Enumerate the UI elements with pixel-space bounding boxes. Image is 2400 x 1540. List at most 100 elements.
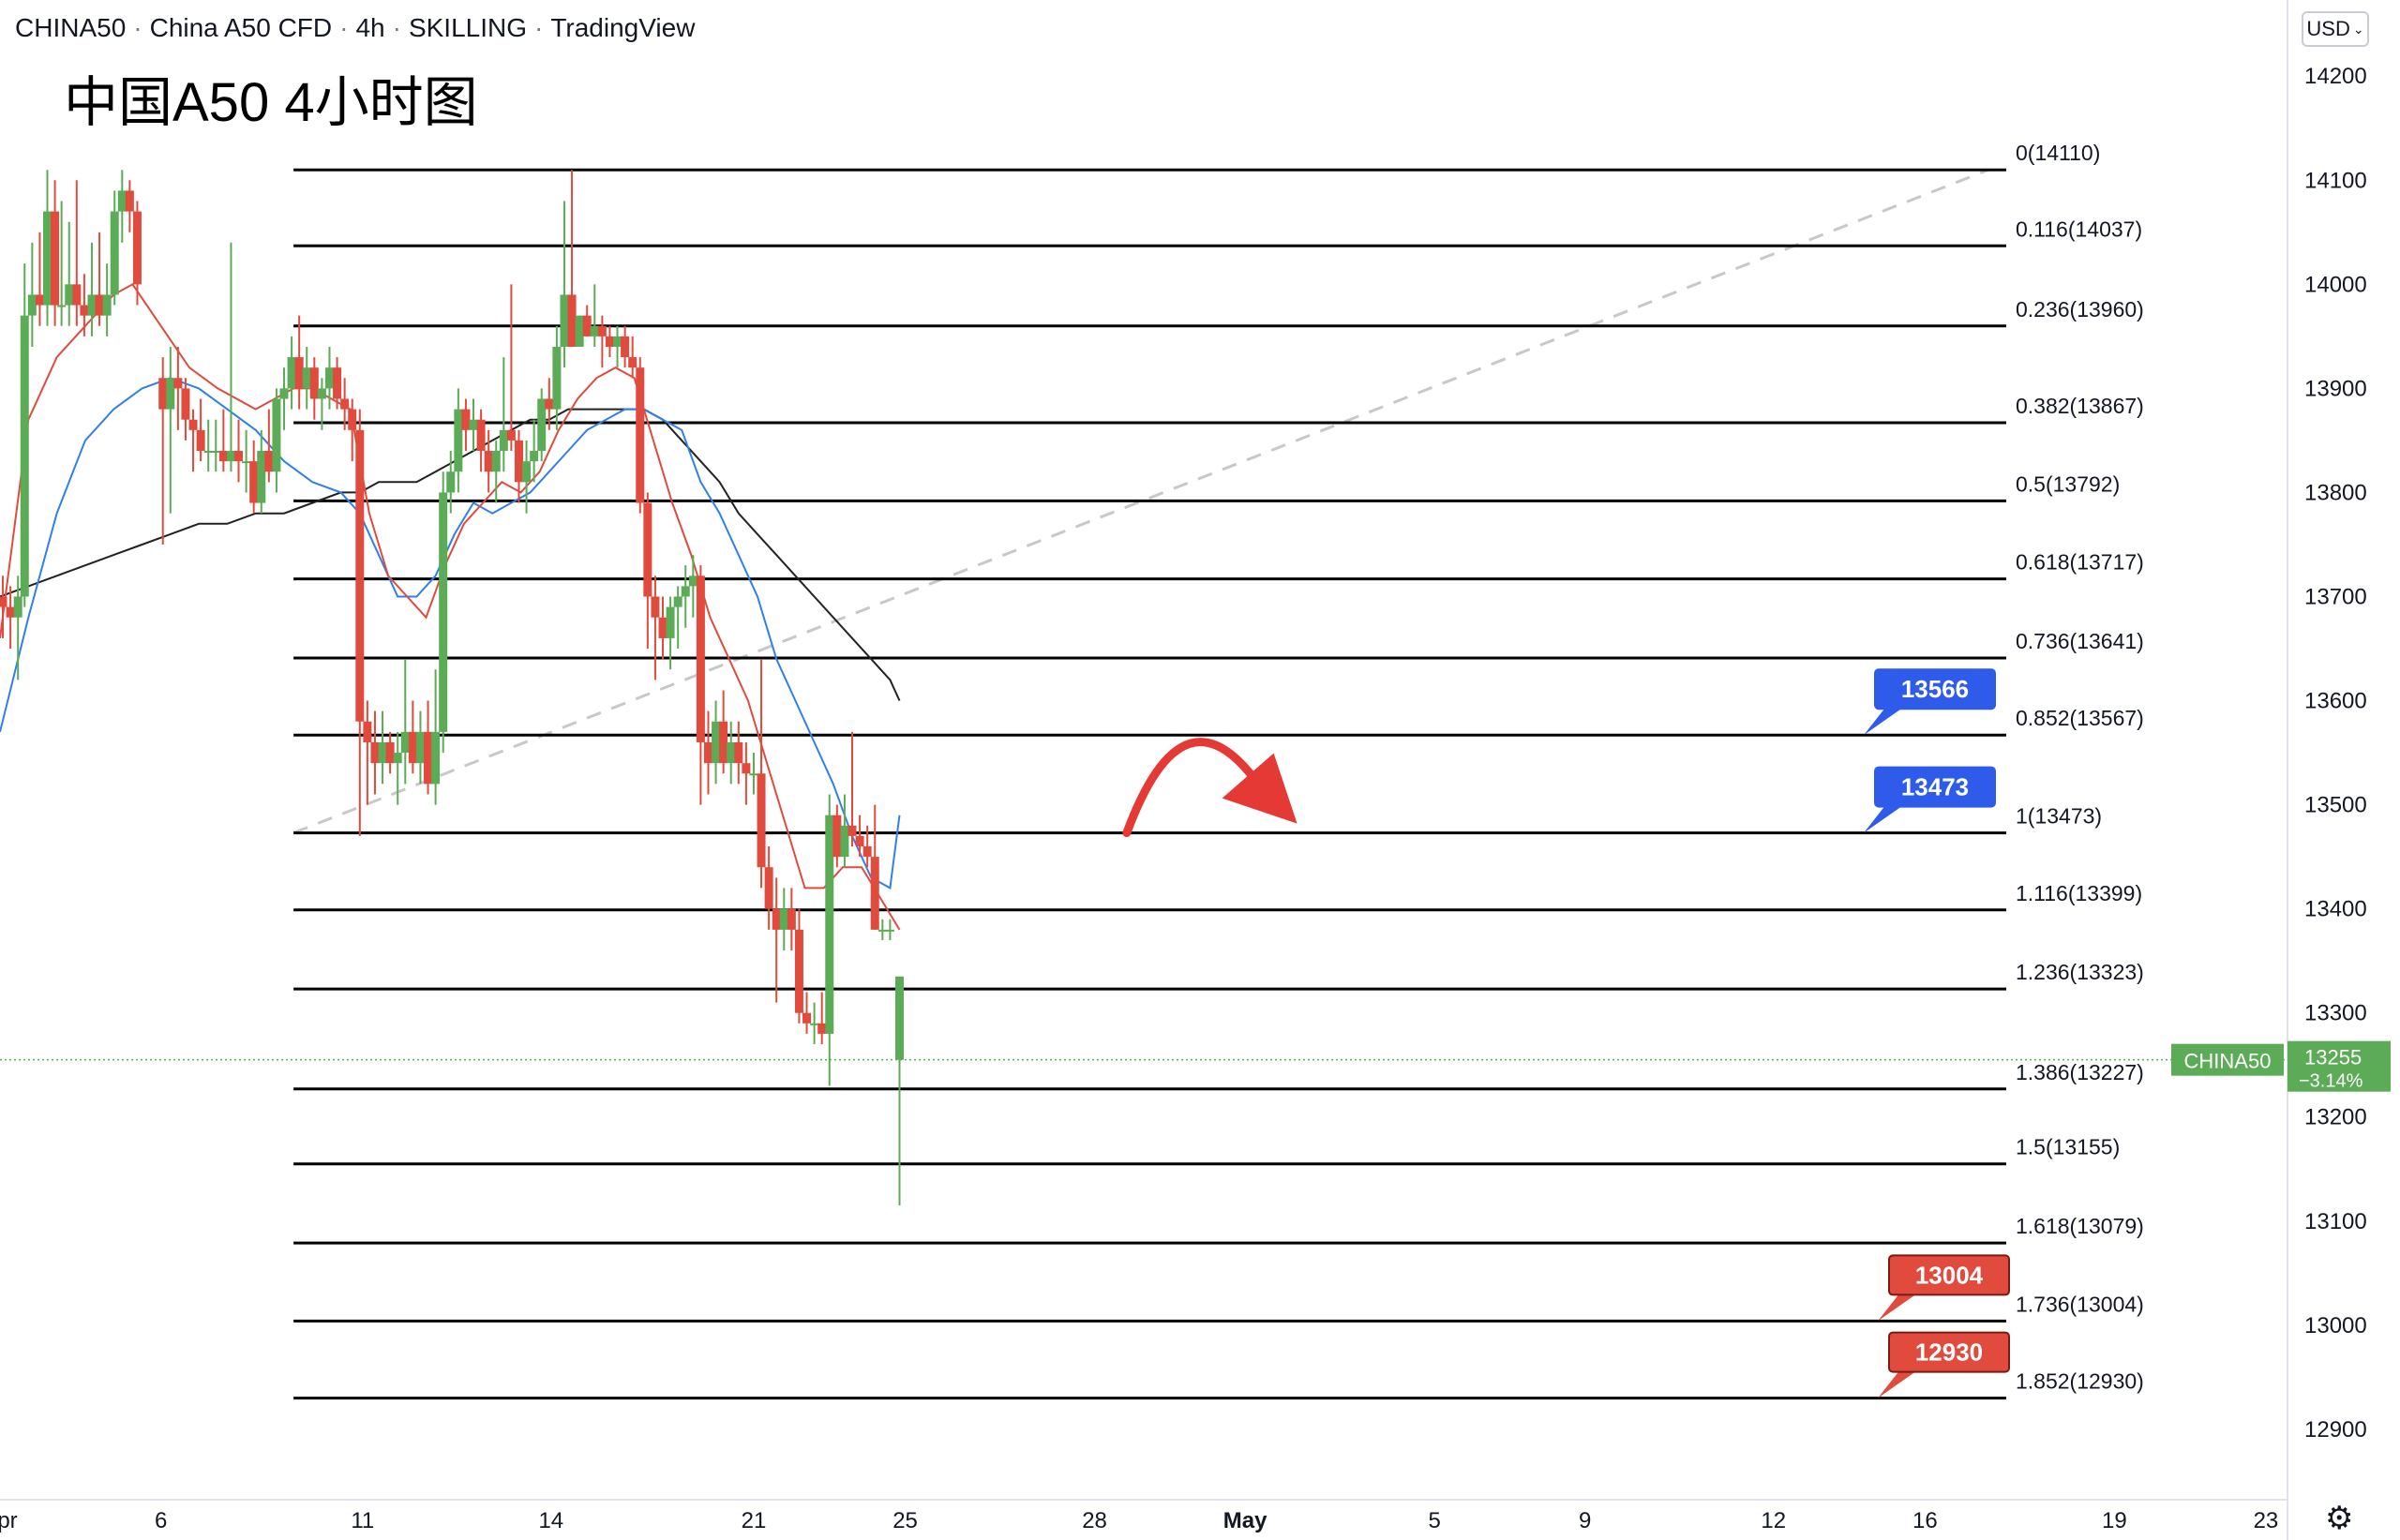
- price-tick-label: 14100: [2304, 168, 2367, 193]
- candle-body: [13, 596, 22, 618]
- candle-body: [166, 378, 175, 410]
- price-tick-label: 13700: [2304, 584, 2367, 609]
- candle-body: [688, 576, 698, 587]
- price-tick-label: 13100: [2304, 1209, 2367, 1234]
- candle-body: [72, 284, 82, 306]
- candle: [20, 263, 29, 607]
- candle-body: [0, 596, 8, 607]
- candle-body: [226, 451, 235, 462]
- price-callout-label: 13473: [1901, 773, 1969, 801]
- candle: [590, 284, 599, 347]
- price-callout-box: [1874, 668, 1996, 710]
- candle: [355, 409, 365, 836]
- candle-body: [294, 357, 304, 389]
- candle: [545, 378, 554, 430]
- symbol-header: CHINA50 · China A50 CFD · 4h · SKILLING · Tradin…: [15, 13, 696, 42]
- candle: [51, 180, 60, 326]
- candle-body: [895, 976, 904, 1060]
- candle-body: [87, 294, 97, 316]
- price-callout-box: [1874, 766, 1996, 808]
- candle: [242, 429, 251, 493]
- candle: [560, 201, 569, 368]
- candle: [567, 170, 577, 347]
- candle-body: [848, 825, 857, 836]
- candle: [499, 357, 508, 472]
- candle-body: [333, 367, 342, 399]
- candle-body: [355, 429, 365, 722]
- candle-body: [35, 294, 44, 306]
- candle-body: [862, 846, 872, 858]
- chevron-down-icon: ⌄: [2352, 21, 2364, 37]
- candle: [666, 596, 675, 670]
- interval-label[interactable]: 4h: [355, 13, 385, 42]
- candle: [181, 378, 190, 441]
- candle: [802, 992, 812, 1034]
- gear-icon[interactable]: ⚙: [2325, 1501, 2354, 1536]
- candle: [13, 576, 22, 680]
- candle-body: [560, 294, 569, 347]
- price-tick-label: 13900: [2304, 376, 2367, 401]
- candle-body: [196, 429, 205, 452]
- candle: [188, 409, 198, 472]
- candle-body: [779, 908, 788, 930]
- candle-body: [764, 867, 773, 909]
- fib-level-label: 1.116(13399): [2016, 881, 2142, 905]
- candle-body: [636, 367, 645, 503]
- candle: [688, 555, 698, 618]
- price-callout: 13004: [1878, 1254, 2010, 1322]
- candle: [530, 419, 539, 483]
- time-tick-label: 5: [1428, 1508, 1440, 1533]
- price-tick-label: 12900: [2304, 1417, 2367, 1443]
- candle-body: [348, 409, 357, 430]
- candle: [719, 690, 728, 774]
- fib-level-label: 1.736(13004): [2016, 1292, 2144, 1316]
- candle-body: [27, 294, 37, 316]
- candle: [658, 596, 668, 660]
- candle-body: [506, 429, 516, 441]
- price-callout-label: 12930: [1915, 1338, 1983, 1367]
- candle: [65, 221, 74, 326]
- candle: [476, 409, 486, 472]
- candle-body: [810, 1023, 819, 1025]
- candle-body: [469, 419, 478, 430]
- candle: [537, 388, 547, 462]
- candle: [27, 242, 37, 347]
- currency-selector[interactable]: USD ⌄: [2302, 11, 2369, 47]
- candle: [400, 659, 410, 785]
- symbol-name[interactable]: CHINA50: [15, 13, 127, 42]
- candle: [506, 284, 516, 452]
- candle: [370, 710, 380, 795]
- candle-body: [393, 753, 402, 764]
- candle: [95, 232, 104, 326]
- candle-body: [257, 451, 266, 503]
- candle-body: [80, 305, 89, 316]
- chart-title: 中国A50 4小时图: [64, 72, 478, 133]
- candle: [309, 357, 319, 420]
- candle-body: [681, 586, 690, 597]
- candle: [621, 325, 630, 368]
- fib-level-label: 0.236(13960): [2016, 297, 2144, 321]
- candle: [80, 274, 89, 336]
- candle-body: [378, 741, 387, 764]
- candle: [895, 976, 904, 1206]
- candle-body: [287, 357, 296, 389]
- candle-body: [188, 419, 198, 430]
- candle: [257, 429, 266, 514]
- candle-body: [567, 294, 577, 347]
- candle: [363, 700, 372, 805]
- candle-body: [454, 409, 463, 472]
- candle-body: [415, 731, 425, 764]
- candle-body: [20, 315, 29, 597]
- candle: [408, 700, 417, 774]
- candle: [35, 232, 44, 326]
- candle-body: [552, 346, 562, 410]
- candle: [764, 846, 773, 930]
- candle-body: [522, 461, 532, 483]
- fib-level-label: 0.5(13792): [2016, 471, 2120, 496]
- candle-body: [476, 419, 486, 452]
- price-callout: 13473: [1864, 766, 1996, 833]
- candle: [173, 346, 183, 430]
- candle-body: [605, 336, 614, 347]
